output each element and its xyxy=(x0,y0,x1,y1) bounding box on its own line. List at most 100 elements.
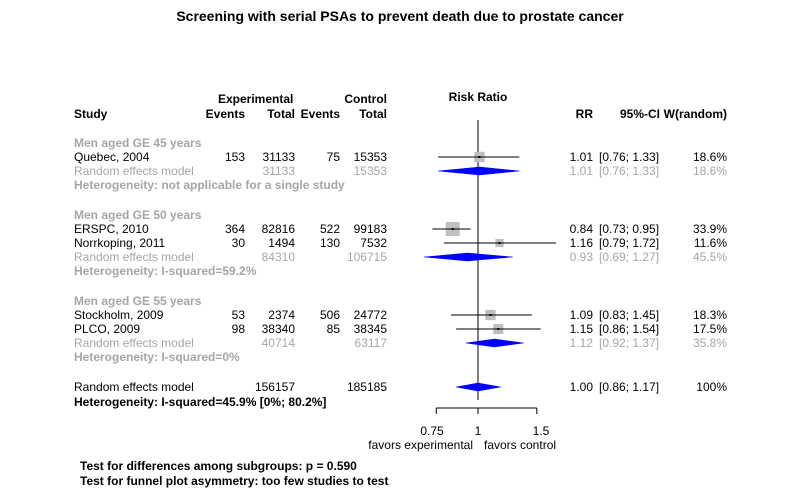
study-point xyxy=(451,228,454,230)
header-weight: W(random) xyxy=(663,107,727,121)
subgroup-label: Men aged GE 50 years xyxy=(74,208,202,222)
overall-ctrl-total: 185185 xyxy=(346,380,387,394)
ci-value: [0.76; 1.33] xyxy=(599,150,660,164)
ctrl-events: 506 xyxy=(319,308,340,322)
ctrl-total: 7532 xyxy=(360,236,387,250)
ci-value: [0.86; 1.54] xyxy=(599,322,660,336)
ci-value: [0.83; 1.45] xyxy=(599,308,660,322)
study-name: Norrkoping, 2011 xyxy=(74,236,166,250)
heterogeneity-text: Heterogeneity: I-squared=59.2% xyxy=(74,264,257,278)
random-effects-label: Random effects model xyxy=(74,164,194,178)
exp-events: 30 xyxy=(231,236,245,250)
random-rr: 1.01 xyxy=(569,164,593,178)
random-weight: 45.5% xyxy=(692,250,727,264)
subgroup-test-text: Test for differences among subgroups: p … xyxy=(80,459,357,473)
header-ci: 95%-CI xyxy=(619,107,660,121)
study-name: PLCO, 2009 xyxy=(74,322,141,336)
header-exp-events: Events xyxy=(205,107,245,121)
overall-ci: [0.86; 1.17] xyxy=(599,380,660,394)
exp-total: 82816 xyxy=(261,222,295,236)
random-ctrl-total: 63117 xyxy=(354,336,387,350)
favors-control-label: favors control xyxy=(484,438,557,452)
rr-value: 1.01 xyxy=(569,150,593,164)
weight-value: 18.6% xyxy=(692,150,727,164)
x-tick-label: 0.75 xyxy=(420,424,444,438)
weight-value: 11.6% xyxy=(693,236,727,250)
exp-total: 31133 xyxy=(262,150,295,164)
ctrl-events: 130 xyxy=(319,236,340,250)
funnel-test-text: Test for funnel plot asymmetry: too few … xyxy=(80,474,389,488)
overall-heterogeneity: Heterogeneity: I-squared=45.9% [0%; 80.2… xyxy=(74,395,327,409)
random-effects-label: Random effects model xyxy=(74,250,194,264)
rr-value: 1.15 xyxy=(569,322,593,336)
study-point xyxy=(489,314,492,316)
ctrl-events: 75 xyxy=(326,150,340,164)
heterogeneity-text: Heterogeneity: not applicable for a sing… xyxy=(74,178,345,192)
subgroup-label: Men aged GE 55 years xyxy=(74,294,202,308)
subgroup-diamond xyxy=(438,166,520,176)
random-exp-total: 40714 xyxy=(261,336,295,350)
heterogeneity-text: Heterogeneity: I-squared=0% xyxy=(74,350,240,364)
header-ctrl-events: Events xyxy=(300,107,340,121)
rr-value: 1.09 xyxy=(569,308,593,322)
x-tick-label: 1 xyxy=(474,424,482,438)
exp-events: 53 xyxy=(231,308,245,322)
rr-value: 0.84 xyxy=(569,222,593,236)
random-ci: [0.69; 1.27] xyxy=(599,250,660,264)
random-weight: 18.6% xyxy=(692,164,727,178)
random-exp-total: 31133 xyxy=(262,164,295,178)
overall-weight: 100% xyxy=(696,380,727,394)
study-name: Stockholm, 2009 xyxy=(74,308,164,322)
rr-value: 1.16 xyxy=(569,236,593,250)
ctrl-total: 15353 xyxy=(353,150,387,164)
weight-value: 33.9% xyxy=(692,222,727,236)
study-point xyxy=(478,156,481,158)
random-ctrl-total: 15353 xyxy=(353,164,387,178)
exp-total: 1494 xyxy=(268,236,295,250)
exp-events: 153 xyxy=(224,150,245,164)
favors-experimental-label: favors experimental xyxy=(368,438,473,452)
overall-exp-total: 156157 xyxy=(254,380,295,394)
exp-events: 98 xyxy=(231,322,245,336)
header-ctrl-total: Total xyxy=(359,107,387,121)
random-ci: [0.76; 1.33] xyxy=(599,164,660,178)
header-rr: RR xyxy=(575,107,593,121)
random-ci: [0.92; 1.37] xyxy=(599,336,660,350)
random-ctrl-total: 106715 xyxy=(346,250,387,264)
ctrl-events: 85 xyxy=(326,322,340,336)
overall-label: Random effects model xyxy=(74,380,194,394)
chart-title: Screening with serial PSAs to prevent de… xyxy=(176,8,624,24)
header-experimental: Experimental xyxy=(218,92,294,106)
random-rr: 1.12 xyxy=(569,336,593,350)
random-rr: 0.93 xyxy=(569,250,593,264)
random-exp-total: 84310 xyxy=(261,250,295,264)
ci-value: [0.79; 1.72] xyxy=(599,236,660,250)
study-point xyxy=(497,328,500,330)
subgroup-diamond xyxy=(465,338,524,348)
ctrl-total: 99183 xyxy=(353,222,387,236)
header-exp-total: Total xyxy=(267,107,295,121)
header-control: Control xyxy=(344,92,387,106)
weight-value: 18.3% xyxy=(692,308,727,322)
random-weight: 35.8% xyxy=(692,336,727,350)
x-tick-label: 1.5 xyxy=(532,424,550,438)
study-name: ERSPC, 2010 xyxy=(74,222,149,236)
subgroup-label: Men aged GE 45 years xyxy=(74,136,202,150)
header-risk-ratio: Risk Ratio xyxy=(448,90,508,104)
study-name: Quebec, 2004 xyxy=(74,150,150,164)
exp-total: 2374 xyxy=(268,308,295,322)
ci-value: [0.73; 0.95] xyxy=(599,222,660,236)
weight-value: 17.5% xyxy=(692,322,727,336)
ctrl-total: 38345 xyxy=(353,322,387,336)
ctrl-total: 24772 xyxy=(353,308,387,322)
header-study: Study xyxy=(74,107,108,121)
overall-rr: 1.00 xyxy=(569,380,593,394)
overall-diamond xyxy=(456,382,501,392)
study-point xyxy=(498,242,501,244)
exp-total: 38340 xyxy=(261,322,295,336)
subgroup-diamond xyxy=(424,252,513,262)
random-effects-label: Random effects model xyxy=(74,336,194,350)
exp-events: 364 xyxy=(224,222,245,236)
ctrl-events: 522 xyxy=(319,222,340,236)
